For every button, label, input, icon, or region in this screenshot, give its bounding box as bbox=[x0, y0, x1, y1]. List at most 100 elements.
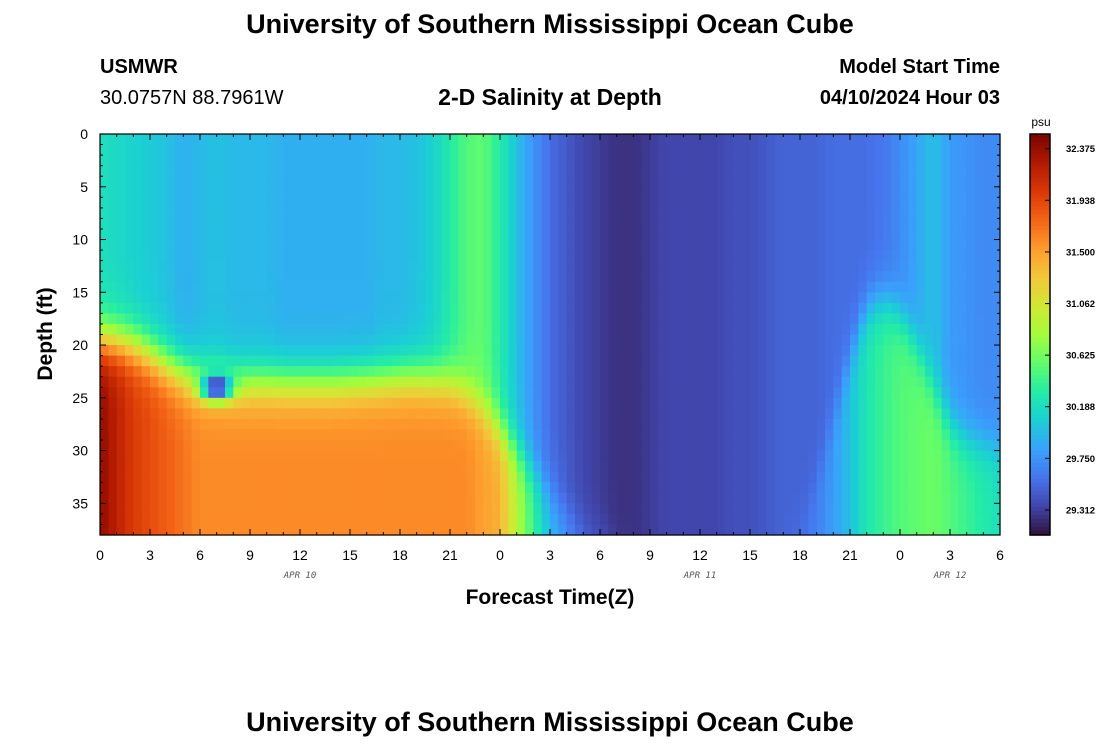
heatmap-cell bbox=[991, 366, 1001, 378]
heatmap-cell bbox=[833, 239, 843, 251]
heatmap-cell bbox=[166, 207, 176, 220]
heatmap-cell bbox=[175, 471, 184, 483]
heatmap-cell bbox=[925, 461, 934, 473]
heatmap-cell bbox=[250, 218, 259, 230]
heatmap-cell bbox=[258, 228, 268, 241]
heatmap-cell bbox=[800, 418, 809, 431]
heatmap-cell bbox=[983, 524, 993, 536]
heatmap-cell bbox=[333, 165, 343, 177]
heatmap-cell bbox=[758, 197, 768, 209]
heatmap-cell bbox=[691, 471, 701, 483]
heatmap-cell bbox=[500, 366, 509, 378]
heatmap-cell bbox=[600, 334, 609, 346]
heatmap-cell bbox=[158, 228, 168, 241]
colorbar-segment bbox=[1030, 246, 1050, 251]
heatmap-cell bbox=[766, 482, 776, 494]
heatmap-cell bbox=[758, 524, 768, 536]
heatmap-cell bbox=[491, 418, 501, 431]
heatmap-cell bbox=[416, 429, 426, 441]
heatmap-cell bbox=[525, 271, 534, 283]
heatmap-cell bbox=[850, 228, 859, 241]
heatmap-cell bbox=[625, 355, 634, 367]
heatmap-cell bbox=[591, 250, 601, 262]
heatmap-cell bbox=[750, 239, 759, 251]
heatmap-cell bbox=[808, 176, 818, 188]
heatmap-cell bbox=[825, 186, 834, 198]
heatmap-cell bbox=[258, 165, 268, 177]
heatmap-cell bbox=[216, 334, 226, 346]
heatmap-cell bbox=[975, 165, 984, 177]
heatmap-cell bbox=[308, 397, 318, 409]
heatmap-cell bbox=[975, 387, 984, 399]
heatmap-cell bbox=[958, 503, 968, 515]
heatmap-cell bbox=[541, 334, 551, 346]
heatmap-cell bbox=[666, 461, 676, 473]
heatmap-cell bbox=[875, 313, 884, 325]
heatmap-cell bbox=[941, 429, 951, 441]
heatmap-cell bbox=[325, 429, 334, 441]
heatmap-cell bbox=[175, 387, 184, 399]
heatmap-cell bbox=[216, 513, 226, 526]
heatmap-cell bbox=[800, 134, 809, 146]
heatmap-cell bbox=[350, 281, 359, 293]
heatmap-cell bbox=[575, 302, 584, 314]
heatmap-cell bbox=[266, 271, 276, 283]
heatmap-cell bbox=[691, 176, 701, 188]
heatmap-cell bbox=[191, 492, 201, 504]
heatmap-cell bbox=[608, 323, 618, 336]
heatmap-cell bbox=[450, 492, 459, 504]
heatmap-cell bbox=[600, 239, 609, 251]
heatmap-cell bbox=[275, 228, 284, 241]
heatmap-cell bbox=[558, 482, 568, 494]
heatmap-cell bbox=[150, 450, 159, 462]
heatmap-cell bbox=[300, 207, 309, 220]
heatmap-cell bbox=[183, 471, 193, 483]
heatmap-cell bbox=[391, 250, 401, 262]
heatmap-cell bbox=[966, 503, 976, 515]
heatmap-cell bbox=[775, 313, 784, 325]
heatmap-cell bbox=[408, 144, 418, 156]
heatmap-cell bbox=[925, 482, 934, 494]
heatmap-cell bbox=[516, 513, 526, 526]
heatmap-cell bbox=[175, 408, 184, 420]
heatmap-cell bbox=[116, 387, 126, 399]
x-tick-label: 3 bbox=[546, 547, 554, 563]
heatmap-cell bbox=[208, 418, 218, 431]
heatmap-cell bbox=[608, 513, 618, 526]
heatmap-cell bbox=[650, 218, 659, 230]
heatmap-cell bbox=[550, 302, 559, 314]
heatmap-cell bbox=[808, 260, 818, 272]
heatmap-cell bbox=[683, 513, 693, 526]
heatmap-cell bbox=[883, 165, 893, 177]
heatmap-cell bbox=[600, 313, 609, 325]
heatmap-cell bbox=[433, 165, 443, 177]
heatmap-cell bbox=[800, 165, 809, 177]
heatmap-cell bbox=[333, 176, 343, 188]
heatmap-cell bbox=[466, 408, 476, 420]
heatmap-cell bbox=[975, 513, 984, 526]
heatmap-cell bbox=[425, 207, 434, 220]
heatmap-cell bbox=[141, 197, 151, 209]
heatmap-cell bbox=[525, 482, 534, 494]
heatmap-cell bbox=[691, 440, 701, 452]
heatmap-cell bbox=[441, 186, 451, 198]
heatmap-cell bbox=[641, 334, 651, 346]
heatmap-cell bbox=[308, 366, 318, 378]
heatmap-cell bbox=[875, 461, 884, 473]
heatmap-cell bbox=[425, 197, 434, 209]
heatmap-cell bbox=[875, 144, 884, 156]
heatmap-cell bbox=[516, 461, 526, 473]
heatmap-cell bbox=[425, 513, 434, 526]
heatmap-cell bbox=[508, 376, 518, 388]
heatmap-cell bbox=[525, 355, 534, 367]
heatmap-cell bbox=[933, 144, 943, 156]
heatmap-cell bbox=[533, 482, 543, 494]
heatmap-cell bbox=[508, 134, 518, 146]
heatmap-cell bbox=[525, 323, 534, 336]
heatmap-cell bbox=[150, 271, 159, 283]
heatmap-cell bbox=[141, 471, 151, 483]
heatmap-cell bbox=[700, 345, 709, 357]
heatmap-cell bbox=[250, 366, 259, 378]
heatmap-cell bbox=[458, 503, 468, 515]
y-tick-label: 30 bbox=[72, 443, 88, 459]
